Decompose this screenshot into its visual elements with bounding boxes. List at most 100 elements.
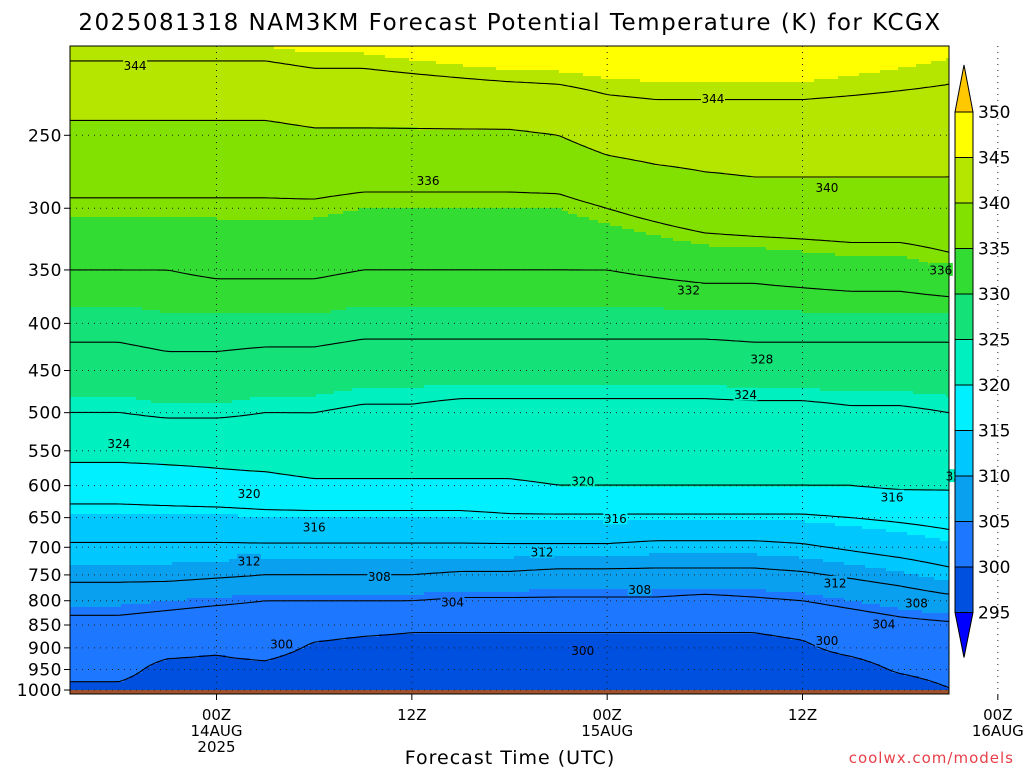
- colorbar-label: 305: [978, 513, 1010, 533]
- field-cell: [904, 571, 949, 575]
- colorbar-arrow-bottom: [954, 612, 974, 658]
- field-cell: [70, 346, 949, 350]
- field-cell: [70, 526, 863, 530]
- field-cell: [70, 79, 641, 83]
- x-axis-label: Forecast Time (UTC): [405, 747, 615, 768]
- field-cell: [946, 394, 949, 398]
- field-cell: [151, 664, 881, 668]
- field-cell: [577, 142, 949, 146]
- field-cell: [70, 94, 949, 98]
- field-cell: [70, 157, 626, 161]
- field-cell: [70, 511, 949, 515]
- field-cell: [859, 73, 949, 77]
- field-cell: [70, 505, 949, 509]
- field-cell: [70, 547, 949, 551]
- field-cell: [142, 307, 347, 311]
- field-cell: [70, 406, 949, 410]
- contour-label-bg: [676, 282, 701, 296]
- field-cell: [385, 55, 949, 59]
- field-cell: [835, 253, 949, 257]
- contour-line-300: [70, 632, 949, 689]
- field-cell: [886, 667, 949, 671]
- field-cell: [70, 670, 143, 674]
- field-cell: [919, 259, 949, 263]
- field-cell: [70, 49, 296, 53]
- field-cell: [838, 76, 949, 80]
- field-cell: [601, 151, 949, 155]
- field-cell: [70, 523, 836, 527]
- contour-label: 320: [238, 487, 261, 501]
- field-cell: [640, 160, 949, 164]
- field-cell: [70, 568, 887, 572]
- field-cell: [70, 487, 887, 491]
- colorbar-label: 310: [978, 467, 1010, 487]
- field-cell: [805, 640, 949, 644]
- field-cell: [844, 562, 949, 566]
- field-cell: [655, 163, 949, 167]
- field-cell: [70, 250, 803, 254]
- field-cell: [601, 76, 839, 80]
- field-cell: [838, 652, 949, 656]
- field-cell: [70, 673, 137, 677]
- field-cell: [70, 301, 949, 305]
- field-cell: [130, 676, 920, 680]
- x-tick-date-label: 15AUG: [581, 722, 633, 740]
- field-cell: [70, 295, 949, 299]
- colorbar-label: 340: [978, 194, 1010, 214]
- field-cell: [70, 148, 593, 152]
- field-cell: [136, 673, 905, 677]
- field-cell: [379, 634, 773, 638]
- field-cell: [925, 535, 949, 539]
- colorbar-segment: [954, 157, 974, 204]
- colorbar-segment: [954, 339, 974, 386]
- field-cell: [70, 184, 949, 188]
- field-cell: [172, 562, 845, 566]
- field-cell: [70, 397, 137, 401]
- contour-label: 316: [303, 520, 326, 534]
- chart-title: 2025081318 NAM3KM Forecast Potential Tem…: [78, 10, 941, 36]
- field-cell: [70, 598, 188, 602]
- field-cell: [70, 145, 587, 149]
- field-cell: [70, 514, 239, 518]
- field-cell: [598, 220, 949, 224]
- field-cell: [70, 394, 317, 398]
- field-cell: [70, 127, 419, 131]
- y-tick-label: 300: [28, 199, 62, 219]
- field-cell: [892, 670, 949, 674]
- field-cell: [70, 316, 949, 320]
- field-cell: [805, 520, 949, 524]
- field-cell: [70, 178, 949, 182]
- field-cell: [70, 421, 949, 425]
- grid: [70, 46, 999, 694]
- field-cell: [70, 172, 725, 176]
- field-cell: [70, 286, 949, 290]
- contour-line-328: [70, 338, 949, 353]
- field-cell: [886, 529, 949, 533]
- field-cell: [70, 298, 949, 302]
- field-cell: [70, 451, 949, 455]
- contour-label-bg: [749, 351, 774, 365]
- y-tick-label: 600: [28, 477, 62, 497]
- field-cell: [70, 481, 539, 485]
- colorbar: 350 345 340 335 330 325 320 315 310 305 300 295: [954, 64, 1010, 658]
- field-cell: [70, 478, 518, 482]
- field-cell: [70, 391, 335, 395]
- field-cell: [70, 355, 949, 359]
- field-cell: [70, 130, 530, 134]
- field-cell: [238, 514, 949, 518]
- field-cell: [319, 640, 806, 644]
- field-cell: [553, 133, 949, 137]
- field-cell: [70, 517, 473, 521]
- field-cell: [70, 139, 572, 143]
- contour-label-bg: [123, 58, 148, 72]
- field-cell: [679, 166, 949, 170]
- field-cell: [124, 679, 929, 683]
- field-cell: [70, 115, 949, 119]
- field-cell: [880, 70, 949, 74]
- field-cell: [586, 145, 949, 149]
- field-cell: [70, 358, 949, 362]
- field-cell: [70, 550, 949, 554]
- colorbar-label: 325: [978, 331, 1010, 351]
- credit-text: coolwx.com/models: [849, 749, 1014, 767]
